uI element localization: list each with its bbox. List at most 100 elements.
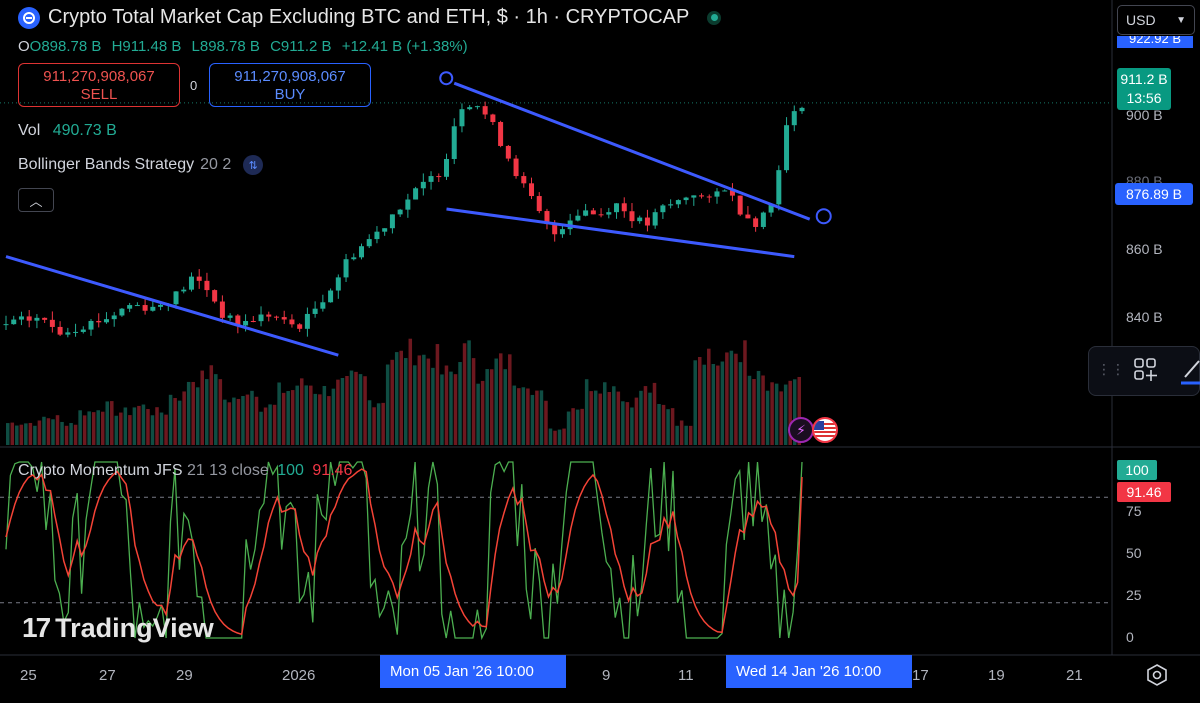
candle-body xyxy=(745,214,751,219)
candle-body xyxy=(559,229,565,235)
volume-bar xyxy=(598,393,602,445)
candle-body xyxy=(768,204,774,213)
volume-bar xyxy=(797,376,801,445)
bolt-event-icon[interactable]: ⚡ xyxy=(788,417,814,443)
buy-button[interactable]: 911,270,908,067 BUY xyxy=(209,63,371,107)
candle-body xyxy=(173,291,179,305)
time-label: 11 xyxy=(678,667,694,684)
volume-bar xyxy=(426,358,431,445)
spread-value: 0 xyxy=(190,78,198,93)
candle-body xyxy=(243,321,249,326)
volume-bar xyxy=(621,401,625,445)
candle-body xyxy=(490,114,496,123)
volume-bar xyxy=(182,391,186,445)
volume-bar xyxy=(372,407,376,445)
volume-bar xyxy=(259,411,263,445)
candle-body xyxy=(158,304,164,307)
volume-bar xyxy=(37,420,42,445)
volume-bar xyxy=(566,411,571,445)
osc-label-25: 25 xyxy=(1126,587,1142,603)
volume-bar xyxy=(779,391,783,445)
volume-bar xyxy=(544,400,548,445)
volume-bar xyxy=(218,379,223,445)
osc-tag-91: 91.46 xyxy=(1117,482,1171,502)
volume-bar xyxy=(462,343,467,445)
candle-body xyxy=(196,276,202,281)
volume-bar xyxy=(752,379,756,445)
candle-body xyxy=(181,289,187,292)
volume-bar xyxy=(399,350,403,445)
candle-body xyxy=(111,315,117,320)
currency-value: USD xyxy=(1126,12,1156,28)
candle-body xyxy=(312,308,318,314)
volume-legend[interactable]: Vol 490.73 B xyxy=(18,122,117,140)
volume-bar xyxy=(155,407,159,445)
time-range-end: Wed 14 Jan '26 10:00 xyxy=(726,655,912,688)
candle-body xyxy=(204,280,210,291)
volume-bar xyxy=(562,428,566,445)
volume-bar xyxy=(277,382,281,445)
candle-body xyxy=(428,176,434,182)
volume-bar xyxy=(539,390,544,445)
bb-settings-icon[interactable]: ⇅ xyxy=(243,155,264,175)
volume-bar xyxy=(467,340,471,445)
momentum-fast-line xyxy=(5,461,803,641)
volume-bar xyxy=(236,398,241,445)
volume-bar xyxy=(571,408,575,445)
volume-bar xyxy=(381,402,385,445)
candle-body xyxy=(644,217,650,226)
settings-icon[interactable] xyxy=(1146,664,1168,686)
volume-bar xyxy=(485,369,489,445)
volume-bar xyxy=(693,360,697,445)
volume-bar xyxy=(100,411,105,445)
volume-bar xyxy=(132,407,137,445)
volume-bar xyxy=(254,396,259,445)
sell-button[interactable]: 911,270,908,067 SELL xyxy=(18,63,180,107)
bollinger-legend[interactable]: Bollinger Bands Strategy 20 2 ⇅ xyxy=(18,155,264,175)
currency-select[interactable]: USD ▼ xyxy=(1117,5,1195,35)
volume-bar xyxy=(313,393,318,445)
momentum-name: Crypto Momentum JFS xyxy=(18,462,183,479)
volume-bar xyxy=(503,369,508,445)
collapse-legend-button[interactable]: ︿ xyxy=(18,188,54,212)
volume-bar xyxy=(376,403,381,445)
candle-body xyxy=(521,176,527,184)
volume-bar xyxy=(195,387,200,445)
candle-body xyxy=(212,290,218,302)
volume-bar xyxy=(657,403,661,445)
volume-bar xyxy=(417,355,422,445)
time-label: 2026 xyxy=(282,667,316,684)
add-panel-icon[interactable] xyxy=(1133,357,1159,383)
volume-bar xyxy=(10,422,15,445)
volume-bar xyxy=(480,380,485,445)
volume-bar xyxy=(309,385,313,445)
time-label: 9 xyxy=(602,667,611,684)
symbol-title[interactable]: Crypto Total Market Cap Excluding BTC an… xyxy=(18,6,722,29)
floating-toolbar[interactable]: ⋮⋮ xyxy=(1088,346,1200,396)
volume-bar xyxy=(729,350,734,445)
price-label-900: 900 B xyxy=(1126,107,1163,123)
live-status-icon xyxy=(707,10,722,25)
us-flag-icon[interactable] xyxy=(812,417,838,443)
momentum-legend[interactable]: Crypto Momentum JFS 21 13 close 100 91.4… xyxy=(18,462,352,480)
volume-bar xyxy=(327,396,331,445)
volume-bar xyxy=(661,404,666,445)
volume-bar xyxy=(227,402,232,445)
volume-bar xyxy=(64,425,69,445)
sell-label: SELL xyxy=(80,86,118,103)
candle-body xyxy=(505,145,511,159)
candle-body xyxy=(791,111,797,126)
pencil-icon[interactable] xyxy=(1181,355,1200,385)
volume-bar xyxy=(707,348,711,445)
volume-bar xyxy=(517,388,521,445)
volume-bar xyxy=(345,375,349,445)
time-axis[interactable]: 25 27 29 2026 9 11 17 19 21 xyxy=(0,655,1200,703)
drag-grip-icon[interactable]: ⋮⋮ xyxy=(1097,361,1125,377)
time-range-start: Mon 05 Jan '26 10:00 xyxy=(380,655,566,688)
volume-bar xyxy=(358,374,363,445)
tradingview-logo[interactable]: 17 TradingView xyxy=(22,612,214,644)
volume-bar xyxy=(78,410,82,445)
volume-bar xyxy=(19,424,24,445)
volume-bar xyxy=(792,379,797,445)
